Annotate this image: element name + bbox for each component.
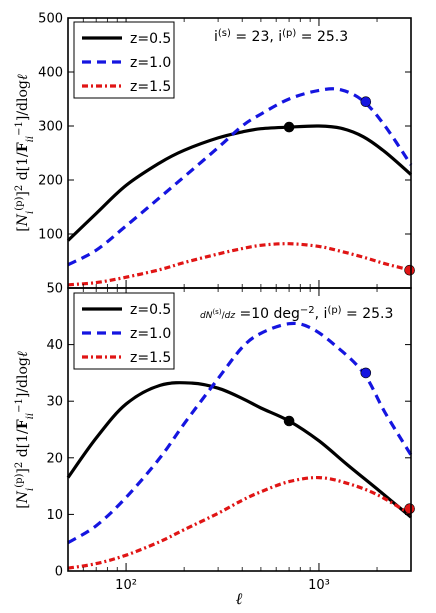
bottom-y-tick-label: 0 (55, 565, 63, 580)
bottom-y-tick-label: 30 (46, 395, 63, 410)
top-annotation: i(s) = 23, i(p) = 25.3 (214, 28, 348, 46)
top-y-tick-label: 300 (38, 120, 63, 135)
top-series-line-0 (66, 124, 413, 242)
bottom-x-tick-label: 10² (115, 578, 137, 593)
bottom-x-tick-label: 10³ (308, 578, 330, 593)
bottom-legend: z=0.5 z=1.0 z=1.5 (73, 292, 175, 370)
top-series-line-2 (67, 242, 412, 287)
bottom-x-ticks: 10² 10³ (67, 288, 412, 593)
bottom-y-tick-label: 10 (46, 508, 63, 523)
bottom-series-marker-2 (404, 503, 415, 515)
top-y-tick-label: 200 (38, 174, 63, 189)
top-y-tick-label: 100 (38, 228, 63, 243)
top-y-tick-label: 400 (38, 66, 63, 81)
top-panel: 100 200 300 400 500 i(s) = 23, i(p) = 25.3 z… (14, 12, 415, 289)
bottom-legend-label-z15: z=1.5 (130, 350, 171, 366)
bottom-annotation: dN(s)/dz =10 deg−2, i(p) = 25.3 (200, 305, 393, 323)
bottom-series-line-2 (67, 475, 412, 570)
top-legend-label-z05: z=0.5 (130, 31, 171, 47)
bottom-series-line-0 (66, 381, 413, 519)
top-y-tick-label: 500 (38, 12, 63, 27)
top-series-marker-2 (404, 264, 415, 276)
top-legend-label-z15: z=1.5 (130, 79, 171, 95)
top-legend: z=0.5 z=1.0 z=1.5 (73, 21, 175, 99)
bottom-y-tick-label: 50 (46, 282, 63, 297)
x-axis-label: ℓ (236, 589, 243, 608)
top-plot-area (66, 87, 415, 287)
bottom-series-marker-1 (360, 367, 372, 379)
top-legend-box (73, 21, 175, 99)
bottom-legend-label-z10: z=1.0 (130, 326, 171, 342)
bottom-legend-label-z05: z=0.5 (130, 302, 171, 318)
top-series-marker-1 (360, 96, 372, 107)
top-series-marker-0 (283, 121, 295, 133)
top-legend-label-z10: z=1.0 (130, 55, 171, 71)
bottom-series-line-1 (67, 321, 413, 545)
bottom-y-axis-label: [Ni(p)]2 d[1/Fii−1]/dlogℓ (14, 351, 36, 509)
bottom-plot-area (66, 321, 415, 570)
bottom-y-tick-label: 20 (46, 451, 63, 466)
bottom-series-marker-0 (283, 415, 295, 427)
bottom-axes-frame (67, 287, 412, 572)
bottom-y-tick-label: 40 (46, 338, 63, 353)
top-y-axis-label: [Ni(p)]2 d[1/Fii−1]/dlogℓ (14, 74, 36, 232)
top-series-line-1 (67, 87, 413, 267)
bottom-legend-box (73, 292, 175, 370)
top-y-ticks: 100 200 300 400 500 (38, 12, 411, 289)
bottom-y-ticks: 0 10 20 30 40 50 (46, 282, 411, 580)
bottom-panel: 0 10 20 30 40 50 10² 10³ dN(s)/dz =10 deg−2, i… (14, 282, 415, 608)
